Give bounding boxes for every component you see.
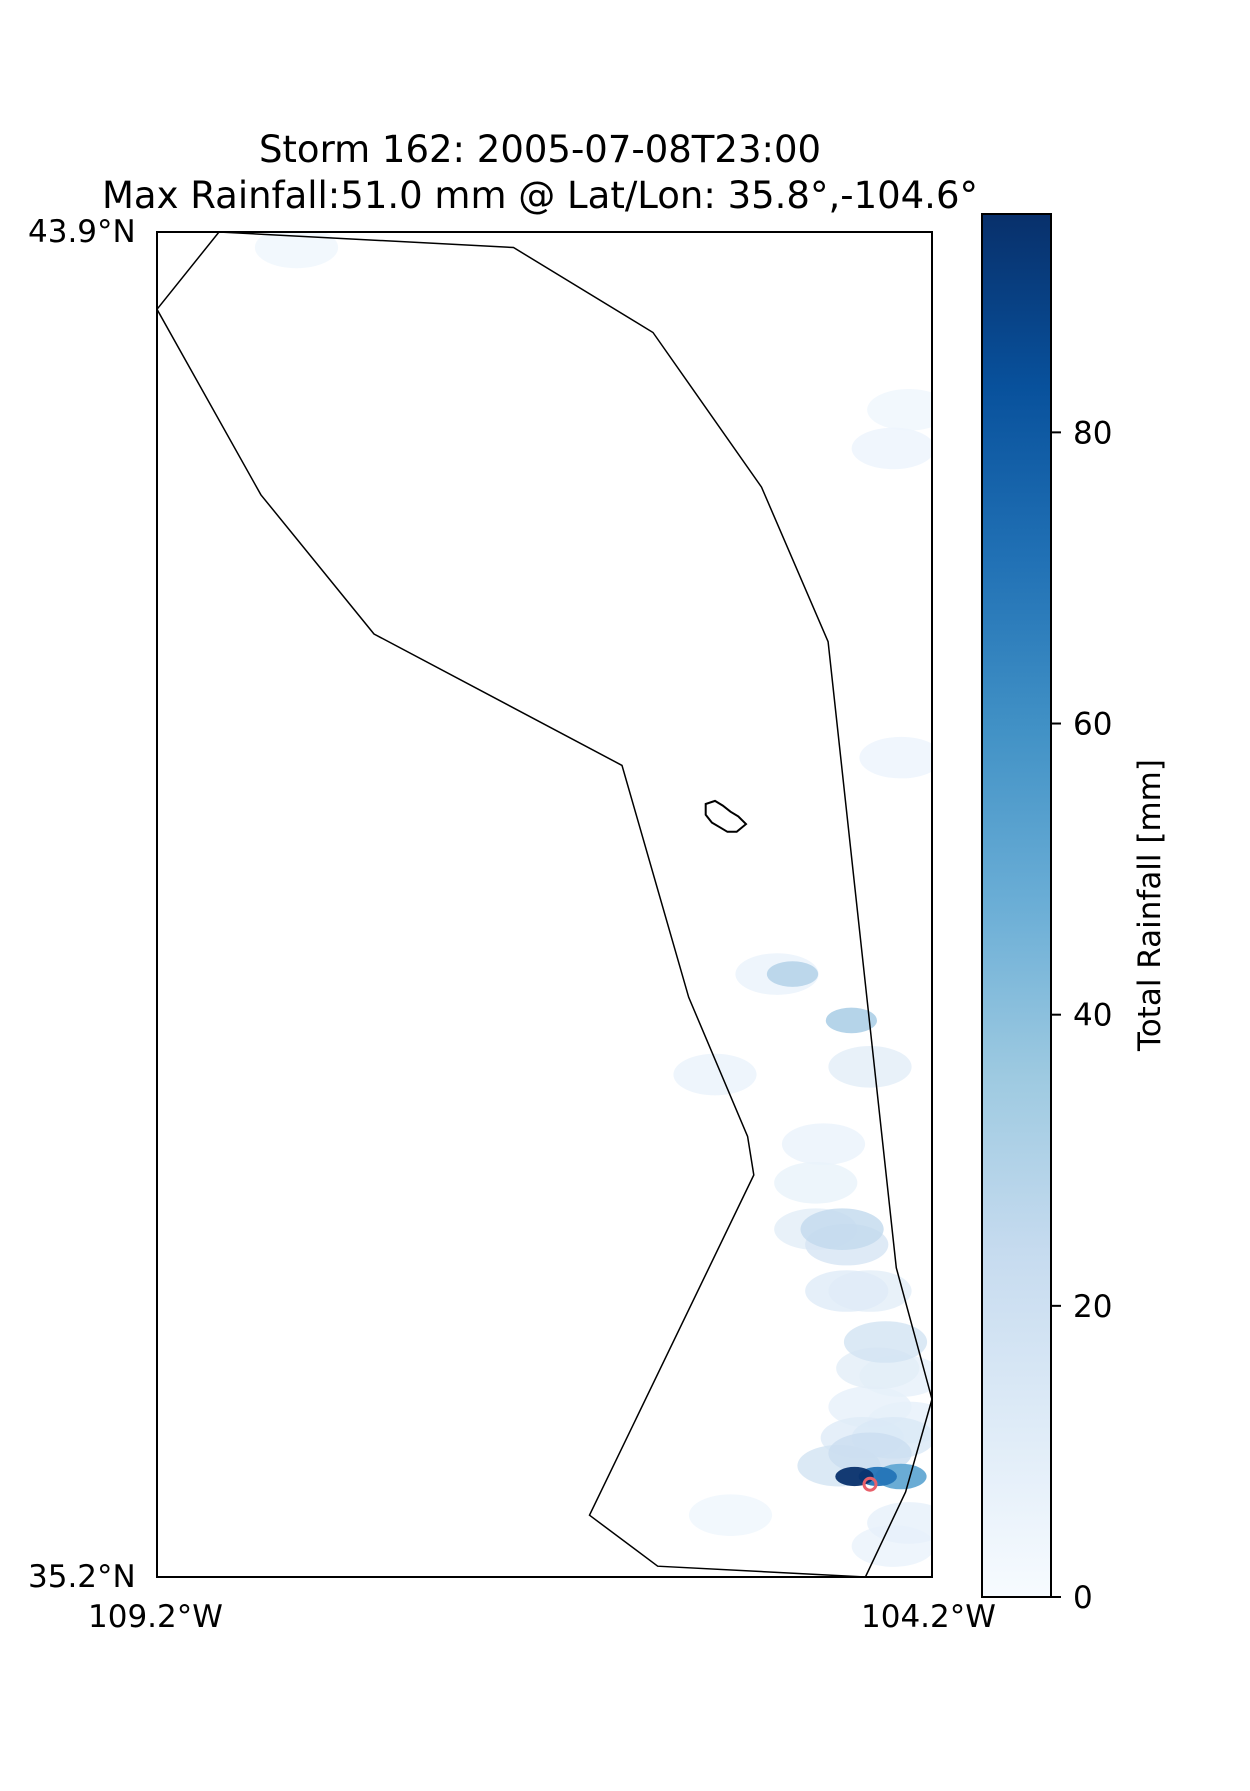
rain-cell bbox=[800, 1208, 884, 1250]
colorbar-tick-label: 60 bbox=[1073, 707, 1112, 743]
watershed-boundary bbox=[157, 232, 932, 1577]
rain-cell bbox=[825, 1007, 878, 1034]
map-title: Storm 162: 2005-07-08T23:00 bbox=[258, 128, 822, 171]
rain-cell bbox=[688, 1494, 773, 1536]
lon-label-right: 104.2°W bbox=[861, 1599, 996, 1635]
rain-cell bbox=[851, 427, 932, 470]
map-frame bbox=[156, 231, 933, 1578]
colorbar-ticks: 0 20 40 60 80 bbox=[1051, 415, 1112, 1616]
rain-cell bbox=[835, 1466, 874, 1487]
rain-cell bbox=[828, 1046, 912, 1088]
colorbar-tick-label: 20 bbox=[1073, 1289, 1112, 1325]
lon-label-left: 109.2°W bbox=[88, 1599, 223, 1635]
rain-cell bbox=[828, 1432, 912, 1475]
colorbar-fill bbox=[982, 214, 1051, 1597]
rain-cell bbox=[781, 1123, 866, 1165]
rain-cell bbox=[805, 1270, 889, 1312]
colorbar-label: Total Rainfall [mm] bbox=[1132, 759, 1168, 1052]
colorbar-tick-label: 0 bbox=[1073, 1580, 1093, 1616]
rain-cell bbox=[766, 961, 819, 987]
rain-cell bbox=[673, 1053, 757, 1096]
colorbar-tick-label: 40 bbox=[1073, 998, 1112, 1034]
rain-cell bbox=[867, 1502, 932, 1544]
map-subtitle: Max Rainfall:51.0 mm @ Lat/Lon: 35.8°,-1… bbox=[102, 174, 978, 217]
lat-label-bottom: 35.2°N bbox=[28, 1559, 136, 1595]
lat-label-top: 43.9°N bbox=[28, 214, 136, 250]
rain-cell bbox=[859, 736, 932, 779]
rain-cell bbox=[843, 1321, 928, 1363]
colorbar-frame bbox=[981, 213, 1052, 1598]
rain-cell bbox=[867, 388, 932, 431]
colorbar: 0 20 40 60 80 Total Rainfall [mm] bbox=[981, 213, 1168, 1616]
rain-cell bbox=[774, 1161, 858, 1204]
colorbar-tick-label: 80 bbox=[1073, 415, 1112, 451]
max-rainfall-marker bbox=[862, 1476, 878, 1492]
lake-outline bbox=[704, 799, 748, 833]
map-plot-area bbox=[156, 231, 933, 1578]
rain-cell bbox=[254, 232, 339, 269]
rainfall-field bbox=[254, 232, 932, 1567]
